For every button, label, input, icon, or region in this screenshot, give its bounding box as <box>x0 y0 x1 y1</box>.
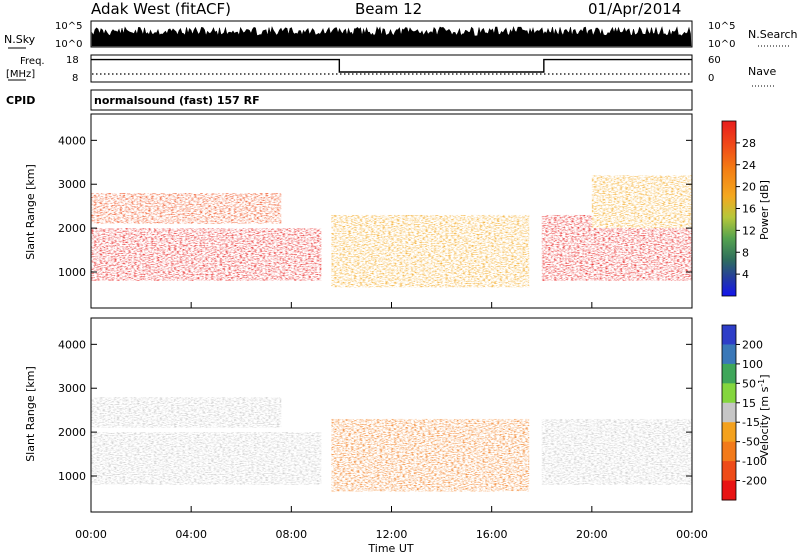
cpid-panel: CPID normalsound (fast) 157 RF <box>6 89 693 111</box>
counts-panel-frame <box>90 20 693 48</box>
colorbar-tick-label: 100 <box>742 358 763 371</box>
velocity-colorbar-segment <box>722 344 736 365</box>
time-tick-label: 20:00 <box>576 528 608 541</box>
cpid-label: CPID <box>6 94 35 107</box>
y-tick-label: 3000 <box>58 382 86 395</box>
velocity-colorbar-frame <box>721 324 737 501</box>
colorbar-tick-label: 24 <box>742 159 756 172</box>
power-y-ticks: 1000 2000 3000 4000 <box>58 134 692 279</box>
time-tick-label: 12:00 <box>376 528 408 541</box>
colorbar-tick-label: 12 <box>742 224 756 237</box>
velocity-heatmap <box>91 397 692 492</box>
colorbar-tick-label: 4 <box>742 268 749 281</box>
time-tick-label: 00:00 <box>676 528 708 541</box>
power-colorbar <box>721 120 737 297</box>
velocity-colorbar-label-exp: -1 <box>757 379 766 387</box>
echo-region-5 <box>591 175 692 229</box>
nave-label: Nave <box>748 65 776 78</box>
time-tick-label: 00:00 <box>75 528 107 541</box>
echo-region-4 <box>541 418 692 485</box>
colorbar-tick-label: 28 <box>742 137 756 150</box>
nave-tick-bottom: 0 <box>708 73 714 84</box>
freq-unit: [MHz] <box>6 69 35 80</box>
colorbar-tick-label: 20 <box>742 181 756 194</box>
cpid-panel-frame <box>90 89 693 111</box>
echo-region-1 <box>91 228 322 281</box>
time-tick-label: 04:00 <box>175 528 207 541</box>
freq-label: Freq. <box>20 56 45 67</box>
velocity-colorbar-ticks: 200 100 50 15 -15 -50 -100 -200 <box>736 338 767 488</box>
velocity-panel: 1000 2000 3000 4000 Slant Range [km] 200 100… <box>24 317 771 513</box>
power-colorbar-label: Power [dB] <box>758 180 771 240</box>
power-ylabel: Slant Range [km] <box>24 164 37 260</box>
y-tick-label: 2000 <box>58 222 86 235</box>
time-axis-ticks: 00:00 04:00 08:00 12:00 16:00 20:00 00:00 <box>75 302 708 541</box>
y-tick-label: 2000 <box>58 426 86 439</box>
colorbar-tick-label: 200 <box>742 338 763 351</box>
counts-tick-bottom-left: 10^0 <box>55 39 82 50</box>
velocity-colorbar-segment <box>722 325 736 345</box>
velocity-colorbar-segment <box>722 402 736 423</box>
velocity-colorbar-label-close: ] <box>758 374 771 378</box>
echo-region-1 <box>91 432 322 485</box>
velocity-colorbar <box>721 324 737 501</box>
freq-tick-bottom: 8 <box>72 73 78 84</box>
counts-tick-top-right: 10^5 <box>708 21 735 32</box>
power-panel: 1000 2000 3000 4000 Slant Range [km] 28 24 20… <box>24 113 771 309</box>
counts-panel: N.Sky 10^5 10^0 10^5 10^0 N.Search <box>4 20 798 50</box>
colorbar-tick-label: -100 <box>742 455 767 468</box>
nave-tick-top: 60 <box>708 55 721 66</box>
freq-panel-frame <box>90 54 693 83</box>
time-tick-label: 08:00 <box>275 528 307 541</box>
counts-tick-top-left: 10^5 <box>55 21 82 32</box>
freq-tick-top: 18 <box>66 55 79 66</box>
colorbar-tick-label: 8 <box>742 246 749 259</box>
y-tick-label: 1000 <box>58 470 86 483</box>
power-heatmap <box>91 175 692 288</box>
echo-region-3 <box>331 418 530 492</box>
velocity-colorbar-segment <box>722 480 736 501</box>
time-tick-label: 16:00 <box>476 528 508 541</box>
nsearch-label: N.Search <box>748 28 798 41</box>
power-colorbar-ticks: 28 24 20 16 12 8 4 <box>736 137 756 281</box>
y-tick-label: 1000 <box>58 266 86 279</box>
echo-region-3 <box>331 214 530 288</box>
beam-title: Beam 12 <box>355 0 422 18</box>
colorbar-tick-label: -200 <box>742 475 767 488</box>
colorbar-tick-label: -50 <box>742 436 760 449</box>
echo-region-2 <box>91 193 282 224</box>
freq-trace <box>91 58 692 73</box>
velocity-colorbar-label-text: Velocity [m s <box>758 386 771 457</box>
y-tick-label: 3000 <box>58 178 86 191</box>
velocity-colorbar-segment <box>722 422 736 443</box>
station-title: Adak West (fitACF) <box>91 0 231 18</box>
cpid-text: normalsound (fast) 157 RF <box>94 94 260 107</box>
freq-panel: Freq. [MHz] 18 8 60 0 Nave <box>6 54 776 87</box>
colorbar-tick-label: -15 <box>742 416 760 429</box>
y-tick-label: 4000 <box>58 338 86 351</box>
velocity-colorbar-segment <box>722 363 736 384</box>
time-axis-label: Time UT <box>367 542 413 554</box>
echo-region-2 <box>91 397 282 428</box>
velocity-colorbar-label: Velocity [m s-1] <box>757 374 771 457</box>
nsky-label: N.Sky <box>4 33 36 46</box>
velocity-y-ticks: 1000 2000 3000 4000 <box>58 338 692 483</box>
velocity-colorbar-segment <box>722 461 736 482</box>
velocity-colorbar-segment <box>722 441 736 462</box>
nsky-trace <box>91 26 692 47</box>
velocity-ylabel: Slant Range [km] <box>24 366 37 462</box>
velocity-colorbar-segment <box>722 383 736 404</box>
colorbar-tick-label: 16 <box>742 203 756 216</box>
counts-tick-bottom-right: 10^0 <box>708 39 735 50</box>
y-tick-label: 4000 <box>58 134 86 147</box>
colorbar-tick-label: 15 <box>742 397 756 410</box>
date-title: 01/Apr/2014 <box>588 0 681 18</box>
colorbar-tick-label: 50 <box>742 377 756 390</box>
